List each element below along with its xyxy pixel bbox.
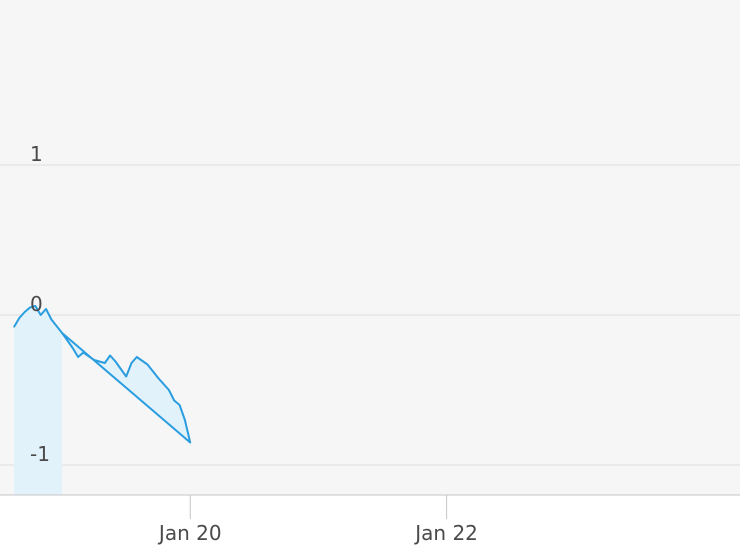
gridlines — [0, 164, 740, 466]
data-point — [125, 375, 127, 378]
data-point — [146, 363, 149, 366]
data-point — [61, 332, 63, 334]
y-tick-label: -1 — [30, 442, 50, 466]
data-point — [77, 356, 79, 358]
data-point — [93, 359, 95, 361]
data-point — [18, 317, 20, 319]
y-axis-tick-labels: 1 0 -1 — [30, 142, 50, 466]
data-point — [173, 399, 175, 402]
series-area-fill — [14, 306, 191, 495]
x-tick-label: Jan 20 — [157, 521, 222, 545]
data-points — [13, 305, 191, 444]
plot-background — [0, 0, 740, 495]
data-point — [136, 356, 138, 358]
data-point — [157, 377, 159, 379]
data-point — [168, 389, 170, 391]
data-point — [184, 419, 186, 421]
series-line — [13, 305, 192, 444]
data-point — [189, 441, 191, 444]
data-point — [24, 311, 26, 313]
data-point — [29, 306, 31, 309]
data-point — [179, 404, 181, 406]
data-point — [72, 347, 74, 349]
data-point — [50, 318, 53, 321]
y-tick-label: 1 — [30, 142, 43, 166]
data-point — [45, 308, 47, 310]
data-point — [114, 360, 117, 363]
data-point — [13, 326, 15, 328]
y-tick-label: 0 — [30, 292, 43, 316]
data-point — [104, 362, 106, 364]
data-point — [34, 305, 37, 307]
data-point — [82, 351, 84, 354]
data-point — [120, 368, 122, 370]
data-point — [109, 354, 111, 357]
x-tick-label: Jan 22 — [413, 521, 478, 545]
data-point — [130, 362, 133, 364]
x-axis-ticks: Jan 20 Jan 22 — [157, 495, 478, 545]
data-point — [40, 314, 42, 316]
